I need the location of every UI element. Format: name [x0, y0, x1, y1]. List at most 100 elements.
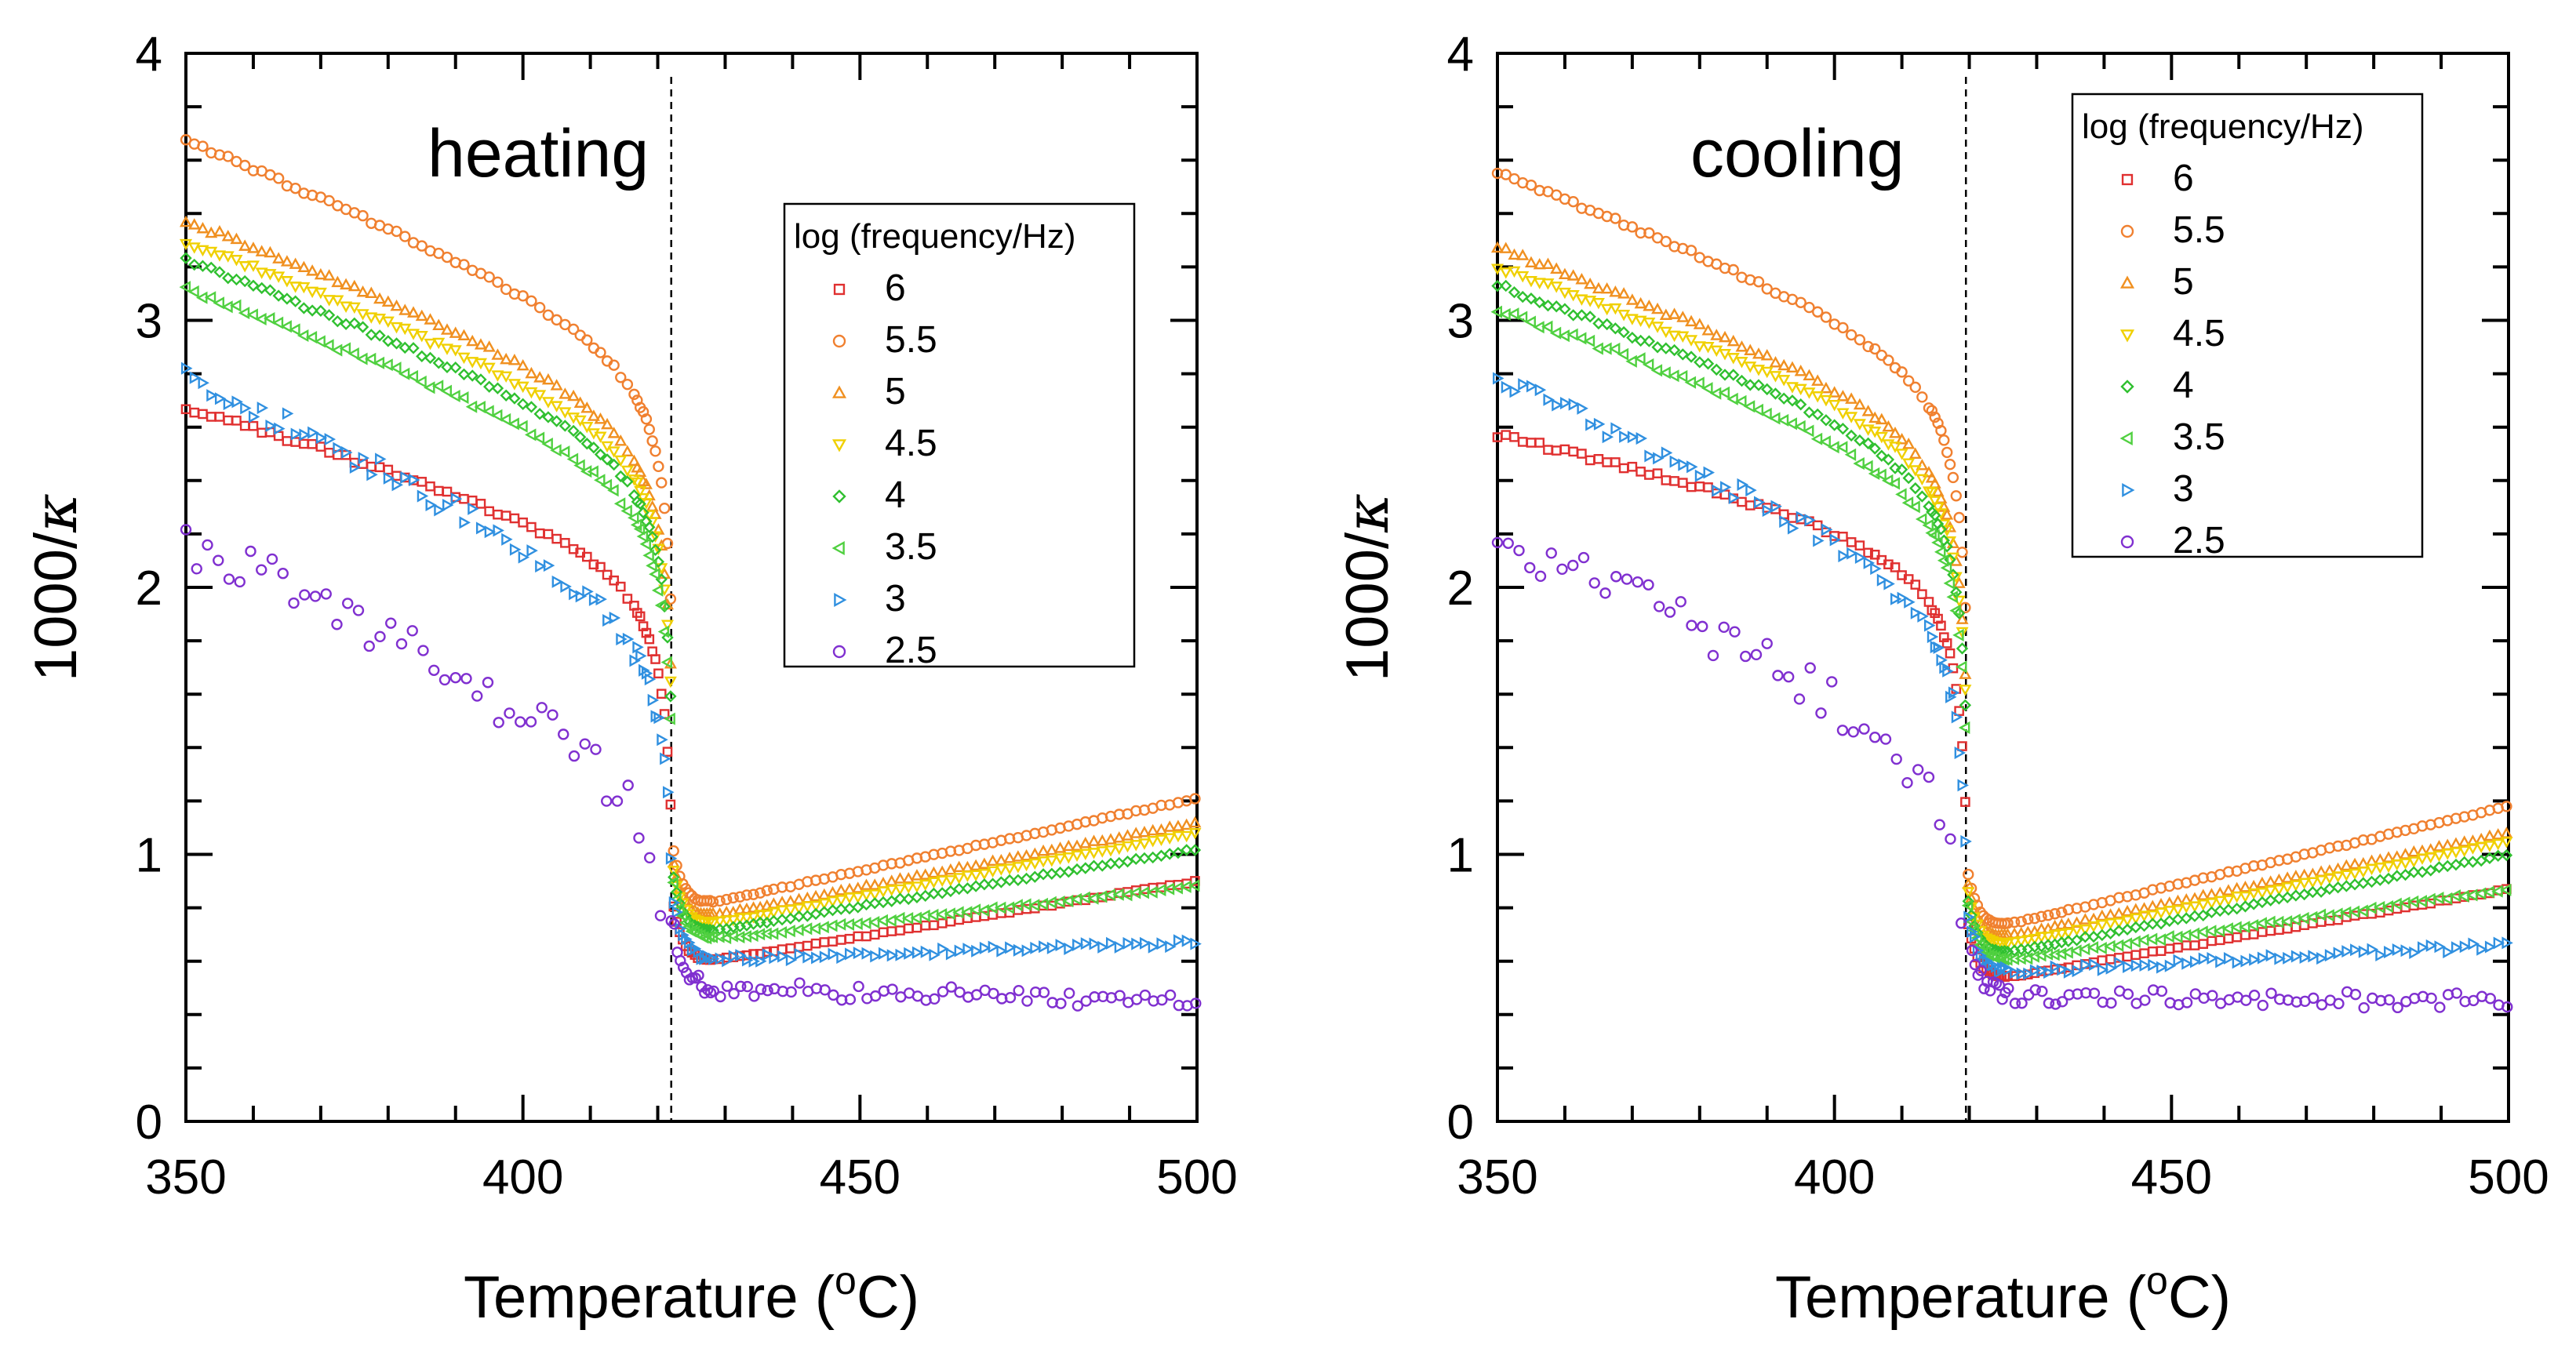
legend-title: log (frequency/Hz) — [794, 217, 1075, 256]
data-point — [1492, 372, 1504, 385]
data-point — [314, 267, 327, 280]
data-point — [1599, 587, 1611, 599]
legend-marker — [2120, 380, 2134, 394]
data-point — [551, 575, 564, 588]
data-point — [810, 900, 823, 913]
data-point — [320, 588, 332, 600]
data-point — [819, 984, 831, 996]
data-point — [229, 299, 242, 312]
data-point — [1551, 445, 1562, 456]
data-point — [2392, 1001, 2403, 1014]
data-point — [526, 544, 538, 558]
data-point — [1584, 311, 1596, 323]
data-point — [1693, 318, 1706, 329]
data-point — [189, 407, 200, 418]
data-point — [2096, 928, 2108, 942]
data-point — [1559, 303, 1571, 315]
data-point — [1787, 521, 1799, 535]
data-point — [2265, 949, 2278, 962]
data-point — [2173, 943, 2183, 953]
data-point — [1916, 490, 1929, 503]
data-point — [2374, 874, 2386, 886]
data-point — [2315, 875, 2328, 887]
data-point — [2323, 909, 2334, 922]
data-point — [1697, 620, 1708, 633]
data-point — [1868, 442, 1881, 455]
y-tick-label: 4 — [1447, 27, 1474, 82]
data-point — [2441, 848, 2454, 860]
data-point — [2289, 913, 2301, 927]
data-point — [735, 949, 747, 962]
data-point — [257, 402, 269, 415]
data-point — [398, 367, 410, 380]
data-point — [2061, 946, 2073, 959]
data-point — [986, 866, 999, 878]
data-point — [449, 389, 460, 403]
data-point — [636, 529, 649, 543]
data-point — [2048, 929, 2061, 942]
data-point — [1883, 559, 1894, 570]
data-point — [314, 335, 326, 348]
data-point — [769, 951, 780, 965]
data-point — [2104, 918, 2117, 930]
data-point — [1933, 641, 1945, 654]
data-point — [2050, 998, 2061, 1010]
data-point — [1064, 942, 1075, 955]
data-point — [650, 654, 660, 664]
data-point — [696, 952, 708, 965]
data-point — [1909, 481, 1922, 495]
data-point — [1737, 478, 1748, 491]
data-point — [2061, 928, 2075, 939]
data-point — [1625, 354, 1637, 368]
data-point — [1845, 392, 1858, 404]
data-point — [2458, 889, 2469, 903]
data-point — [264, 269, 277, 281]
data-point — [639, 537, 651, 551]
data-point — [1676, 331, 1690, 343]
data-point — [1550, 262, 1563, 274]
data-point — [2257, 951, 2269, 965]
data-point — [903, 923, 914, 934]
data-point — [2305, 910, 2318, 924]
data-point — [2281, 891, 2294, 903]
data-point — [1070, 839, 1084, 851]
data-point — [1876, 449, 1888, 462]
data-point — [2129, 935, 2141, 948]
data-point — [1854, 551, 1867, 565]
data-point — [2484, 940, 2497, 954]
data-point — [2501, 936, 2513, 950]
data-point — [2139, 994, 2151, 1006]
data-point — [802, 950, 814, 964]
data-point — [1939, 661, 1951, 674]
data-point — [582, 585, 594, 598]
data-point — [2112, 918, 2126, 929]
data-point — [794, 947, 806, 961]
data-point — [246, 260, 260, 272]
data-point — [675, 909, 688, 922]
data-point — [622, 594, 633, 604]
data-point — [1956, 660, 1967, 674]
data-point — [776, 881, 788, 893]
series-4 — [180, 252, 1202, 937]
data-point — [1908, 465, 1922, 477]
data-point — [1036, 897, 1049, 910]
legend-marker — [834, 592, 847, 608]
data-point — [927, 866, 941, 878]
data-point — [1668, 307, 1681, 319]
data-point — [508, 379, 521, 391]
legend-entry-label: 2.5 — [2173, 520, 2225, 561]
data-point — [500, 511, 511, 521]
data-point — [289, 295, 302, 307]
data-point — [1902, 438, 1916, 449]
data-point — [2146, 910, 2159, 922]
data-point — [594, 474, 606, 487]
data-point — [868, 916, 880, 929]
data-point — [580, 402, 594, 413]
data-point — [457, 391, 469, 405]
data-point — [373, 356, 385, 369]
data-point — [1491, 279, 1504, 293]
data-point — [533, 390, 547, 402]
data-point — [2248, 990, 2261, 1001]
data-point — [853, 947, 865, 960]
data-point — [1770, 500, 1782, 513]
